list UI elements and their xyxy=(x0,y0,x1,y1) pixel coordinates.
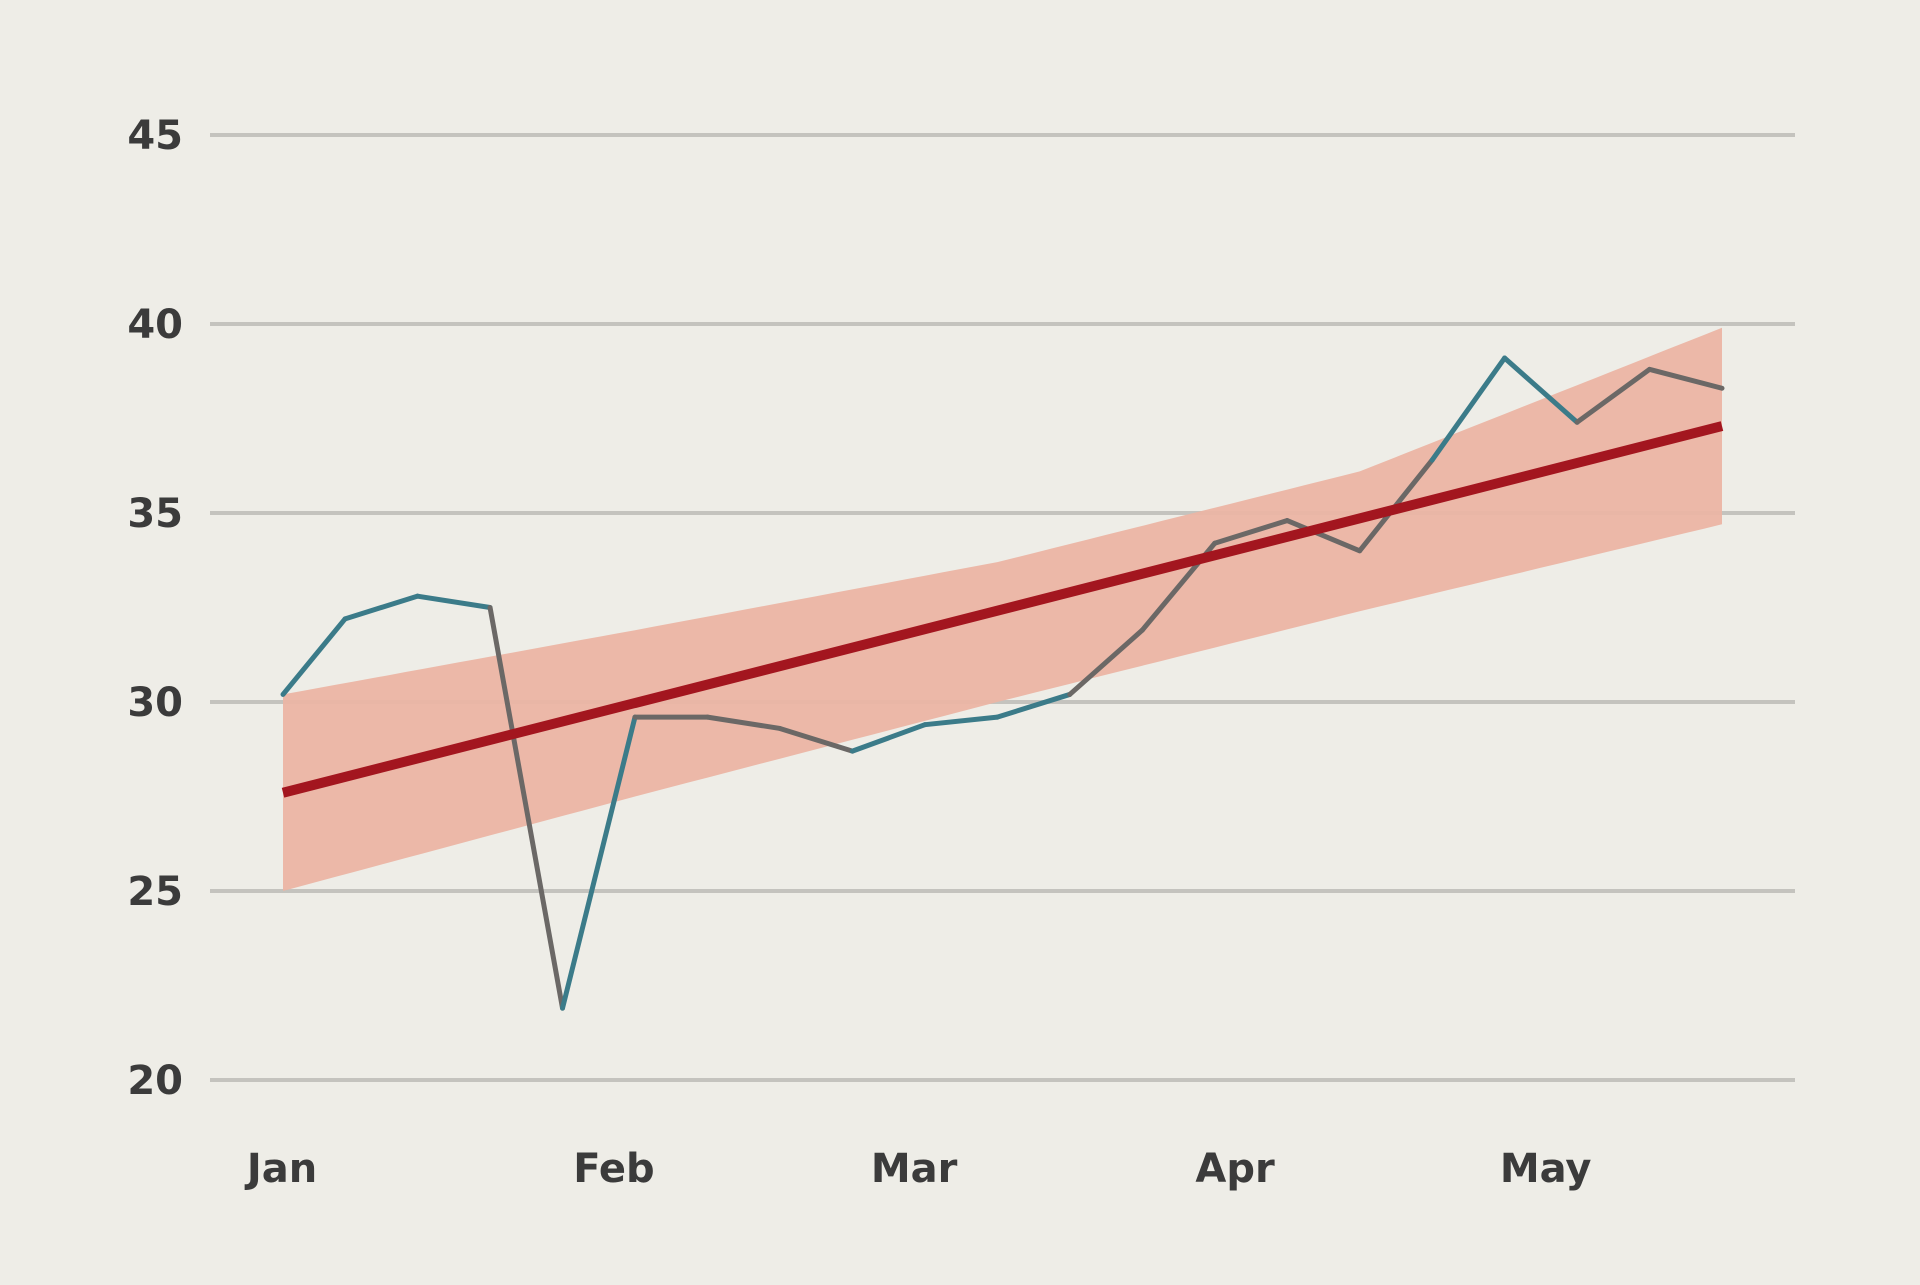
y-tick-label: 35 xyxy=(127,491,183,537)
x-tick-label: Mar xyxy=(871,1146,958,1192)
x-tick-label: Apr xyxy=(1195,1146,1275,1192)
x-tick-label: Jan xyxy=(244,1146,317,1192)
y-tick-label: 45 xyxy=(127,113,183,159)
y-tick-label: 25 xyxy=(127,869,183,915)
x-tick-label: May xyxy=(1500,1146,1592,1192)
x-tick-label: Feb xyxy=(573,1146,654,1192)
y-tick-label: 20 xyxy=(127,1058,183,1104)
y-tick-label: 40 xyxy=(127,302,183,348)
y-tick-label: 30 xyxy=(127,680,183,726)
